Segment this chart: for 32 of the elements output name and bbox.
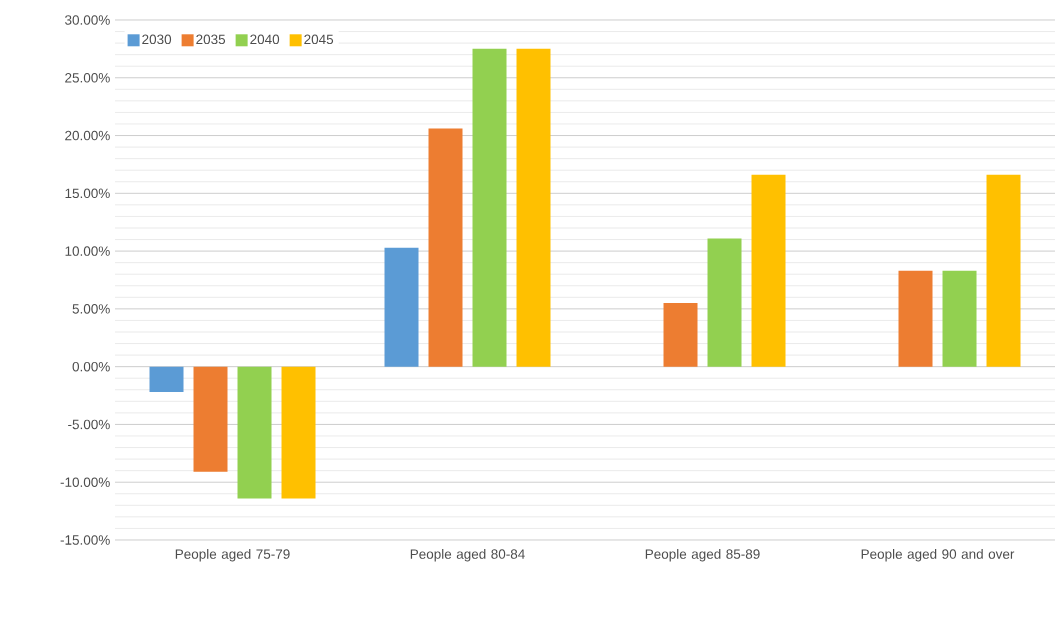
bar xyxy=(751,174,786,367)
y-tick-label: 0.00% xyxy=(72,361,110,372)
bar xyxy=(193,366,228,472)
y-tick-label: -10.00% xyxy=(60,477,110,487)
x-tick-label: People aged 85-89 xyxy=(645,548,760,562)
bar xyxy=(384,247,419,367)
bar xyxy=(986,174,1021,367)
bar xyxy=(707,238,742,367)
bar xyxy=(149,366,184,393)
x-tick-label: People aged 90 and over xyxy=(861,548,1015,562)
bar xyxy=(472,48,507,367)
y-tick-label: 5.00% xyxy=(72,304,110,314)
y-tick-label: -5.00% xyxy=(68,419,110,430)
legend-label: 2045 xyxy=(304,34,334,45)
y-tick-label: 25.00% xyxy=(65,72,110,83)
y-tick-label: 20.00% xyxy=(65,130,110,141)
y-tick-label: 10.00% xyxy=(65,246,110,256)
y-tick-label: -15.00% xyxy=(60,535,110,545)
bar xyxy=(898,270,933,367)
legend-label: 2035 xyxy=(196,34,226,45)
bar xyxy=(281,366,316,499)
x-tick-label: People aged 75-79 xyxy=(175,548,290,562)
x-tick-label: People aged 80-84 xyxy=(410,548,525,562)
bar xyxy=(516,48,551,367)
legend-label: 2040 xyxy=(250,34,280,45)
y-tick-label: 15.00% xyxy=(65,188,110,199)
bar xyxy=(428,128,463,367)
bar xyxy=(942,270,977,367)
legend-label: 2030 xyxy=(142,34,172,45)
bar xyxy=(237,366,272,499)
y-tick-label: 30.00% xyxy=(65,15,110,25)
bar xyxy=(663,303,698,367)
